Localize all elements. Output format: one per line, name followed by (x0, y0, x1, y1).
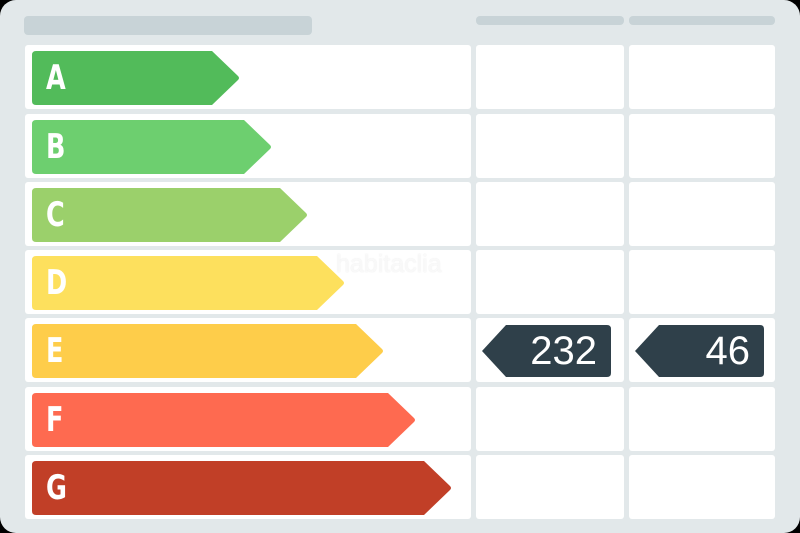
rating-arrow-d: D (32, 256, 345, 310)
emissions-cell (629, 114, 775, 178)
header-placeholder-consumption (476, 16, 624, 25)
rating-letter: G (46, 468, 67, 508)
consumption-cell (476, 250, 624, 314)
rating-letter: A (46, 58, 66, 98)
rating-letter: D (46, 263, 68, 303)
emissions-cell (629, 250, 775, 314)
rating-letter: E (46, 331, 64, 371)
emissions-cell (629, 455, 775, 519)
consumption-cell (476, 114, 624, 178)
header-placeholder-title (24, 16, 312, 35)
consumption-cell (476, 387, 624, 451)
emissions-cell (629, 182, 775, 246)
consumption-cell (476, 45, 624, 109)
consumption-value-badge: 232 (482, 325, 611, 377)
emissions-cell (629, 387, 775, 451)
emissions-cell (629, 45, 775, 109)
emissions-value: 46 (705, 329, 751, 373)
rating-letter: C (46, 195, 65, 235)
rating-letter: B (46, 127, 66, 167)
rating-arrow-b: B (32, 120, 272, 174)
rating-letter: F (46, 400, 64, 440)
header-placeholder-emissions (629, 16, 775, 25)
rating-arrow-e: E (32, 324, 384, 378)
rating-arrow-a: A (32, 51, 240, 105)
emissions-value-badge: 46 (635, 325, 764, 377)
watermark: habitaclia (336, 250, 442, 278)
rating-arrow-f: F (32, 393, 416, 447)
consumption-cell (476, 182, 624, 246)
rating-arrow-c: C (32, 188, 308, 242)
consumption-value: 232 (530, 329, 597, 373)
consumption-cell (476, 455, 624, 519)
rating-arrow-g: G (32, 461, 452, 515)
